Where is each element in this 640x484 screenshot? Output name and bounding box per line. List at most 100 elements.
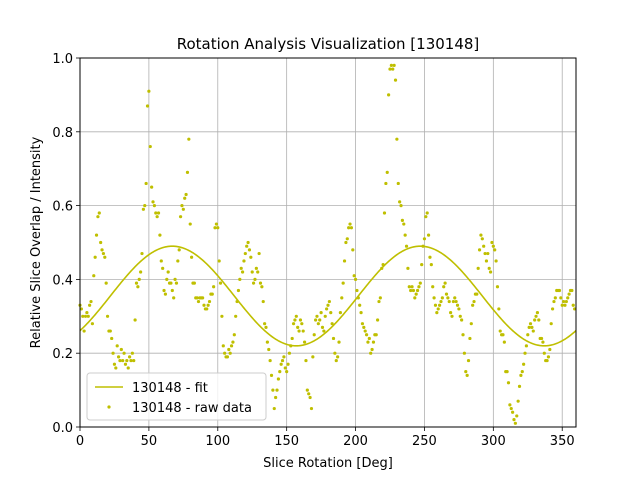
raw-data-point [133, 318, 137, 322]
legend-raw-label: 130148 - raw data [132, 401, 252, 416]
raw-data-point [439, 299, 443, 304]
raw-data-point [139, 270, 143, 274]
raw-data-point [498, 329, 502, 333]
fit-curve [79, 245, 577, 347]
raw-data-point [323, 314, 327, 318]
raw-data-point [252, 281, 256, 285]
raw-data-point [218, 281, 223, 285]
raw-data-point [207, 299, 212, 304]
raw-data-point [141, 207, 145, 211]
raw-data-point [302, 340, 307, 344]
raw-data-point [460, 318, 464, 322]
raw-data-point [356, 296, 360, 300]
legend: 130148 - fit 130148 - raw data [86, 372, 267, 421]
raw-data-point [161, 266, 165, 270]
raw-data-point [450, 314, 454, 318]
raw-data-point [395, 137, 399, 141]
raw-data-point [144, 181, 148, 186]
raw-data-point [435, 311, 439, 315]
raw-data-point [325, 307, 329, 311]
raw-data-point [490, 240, 494, 245]
raw-data-point [570, 288, 574, 293]
raw-data-point [234, 314, 238, 318]
raw-data-point [341, 281, 345, 285]
raw-data-point [183, 196, 187, 200]
raw-data-point [265, 340, 269, 344]
raw-data-point [553, 296, 557, 300]
raw-data-point [403, 233, 407, 237]
raw-data-point [461, 333, 465, 337]
raw-data-point [511, 410, 515, 414]
raw-data-point [110, 336, 114, 341]
raw-data-point [384, 181, 388, 186]
raw-data-point [213, 226, 217, 230]
raw-data-point [239, 266, 243, 270]
raw-data-point [269, 373, 274, 377]
raw-data-point [566, 296, 570, 300]
raw-data-point [205, 307, 209, 311]
raw-data-point [118, 358, 122, 363]
raw-data-point [158, 233, 162, 237]
raw-data-point [326, 303, 330, 307]
axis-ticks: 0 50 100 150 200 250 300 350 0.0 0.2 0.4 0.6 0.8 1.0 [52, 52, 574, 449]
raw-data-point [242, 259, 246, 263]
raw-data-point [143, 204, 147, 208]
raw-data-point [559, 296, 563, 300]
raw-data-point [176, 259, 180, 263]
raw-data-point [440, 296, 444, 300]
raw-data-point [232, 333, 236, 337]
raw-data-point [181, 207, 185, 211]
x-tick-label: 200 [343, 434, 368, 449]
raw-data-point [202, 303, 206, 307]
raw-data-point [280, 358, 285, 363]
raw-data-point [370, 347, 374, 352]
raw-data-point [97, 211, 101, 215]
raw-data-point [225, 355, 230, 359]
y-tick-label: 0.8 [52, 126, 73, 141]
raw-data-point [174, 281, 179, 285]
raw-data-point [162, 288, 166, 293]
raw-data-point [468, 336, 472, 341]
raw-data-point [315, 314, 319, 318]
raw-data-point [567, 292, 571, 296]
raw-data-point [355, 288, 359, 293]
raw-data-point [290, 336, 294, 341]
raw-data-point [487, 266, 491, 270]
raw-data-point [229, 344, 234, 348]
raw-data-point [82, 329, 86, 333]
raw-data-point [159, 259, 163, 263]
raw-data-point [396, 181, 400, 186]
raw-data-point [480, 237, 484, 241]
raw-data-point [534, 314, 538, 318]
raw-data-point [192, 281, 196, 285]
raw-data-point [359, 311, 363, 315]
plot-area [80, 58, 576, 427]
raw-data-point [79, 307, 83, 311]
legend-fit-label: 130148 - fit [132, 381, 208, 396]
legend-raw-swatch [107, 405, 111, 409]
x-axis-label: Slice Rotation [Deg] [263, 456, 393, 471]
raw-data-point [173, 277, 177, 281]
raw-data-point [227, 347, 231, 352]
raw-data-point [125, 358, 129, 363]
raw-data-point [271, 388, 275, 392]
raw-data-point [330, 322, 334, 326]
data-layer [78, 63, 577, 425]
raw-data-point [431, 285, 435, 289]
raw-data-point [413, 296, 417, 300]
raw-data-point [94, 233, 99, 237]
chart-title: Rotation Analysis Visualization [130148] [177, 35, 480, 53]
raw-data-point [549, 322, 553, 326]
raw-data-point [352, 274, 356, 278]
raw-data-point [392, 63, 396, 67]
raw-data-point [151, 200, 155, 204]
raw-data-point [329, 311, 333, 315]
raw-data-point [180, 204, 184, 208]
raw-data-point [238, 277, 242, 281]
raw-data-point [206, 303, 210, 307]
raw-data-point [108, 329, 112, 333]
raw-data-point [90, 322, 94, 326]
raw-data-point [571, 303, 575, 307]
raw-data-point [363, 329, 367, 333]
raw-data-point [457, 307, 461, 311]
